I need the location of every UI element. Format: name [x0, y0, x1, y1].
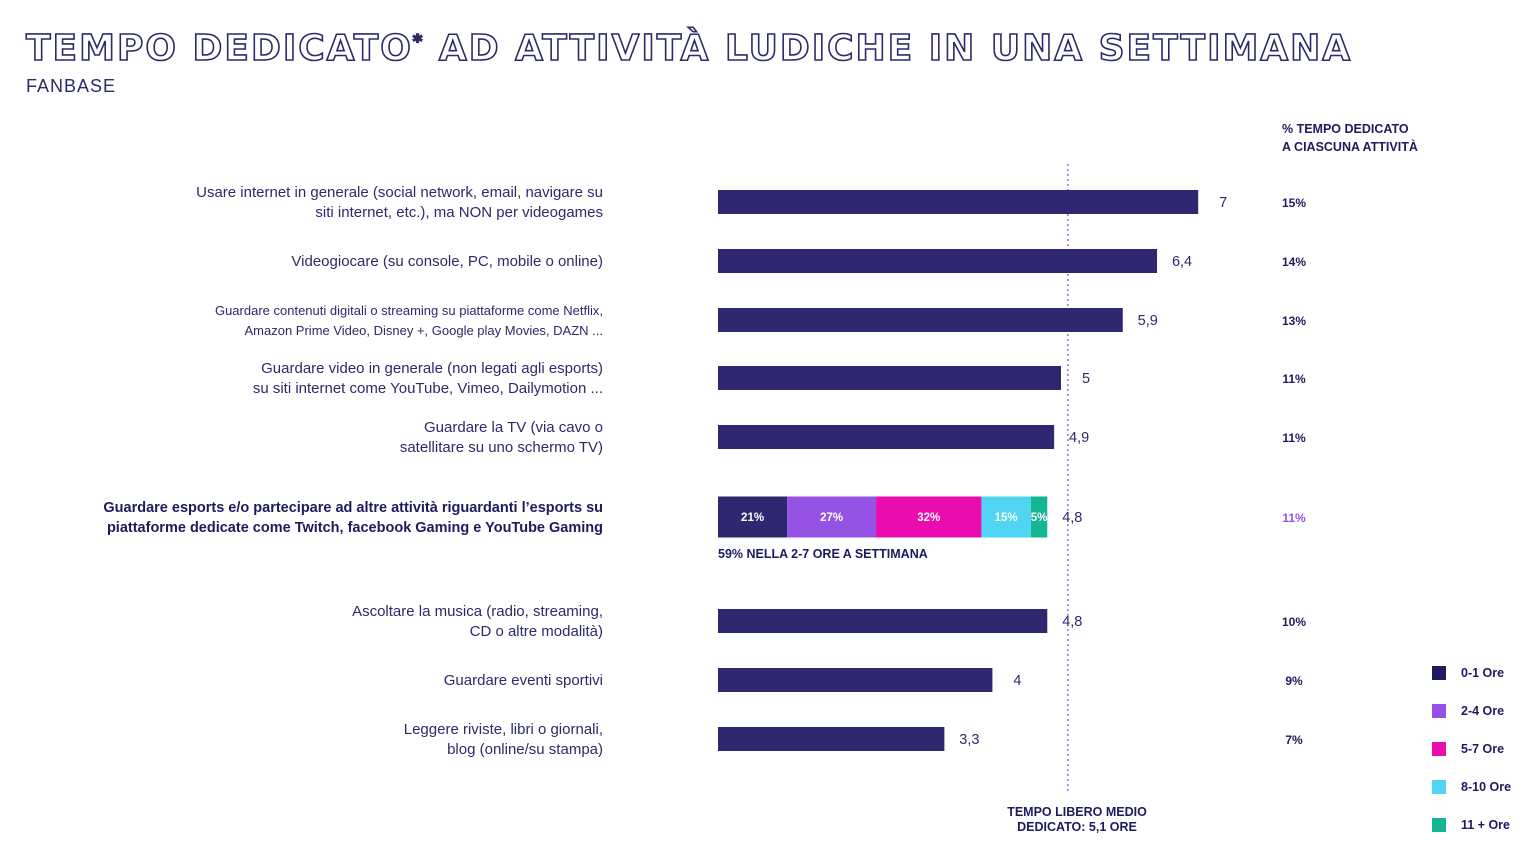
- bar-value-label: 6,4: [1172, 254, 1192, 270]
- share-label: 7%: [1285, 733, 1303, 747]
- share-label: 14%: [1282, 255, 1306, 269]
- legend-swatch: [1432, 704, 1446, 718]
- category-label: Guardare la TV (via cavo o satellitare su…: [400, 419, 603, 456]
- category-label: Guardare video in generale (non legati a…: [253, 360, 603, 397]
- segment-label: 15%: [995, 512, 1018, 524]
- segment-label: 5%: [1031, 512, 1048, 524]
- share-label: 10%: [1282, 615, 1306, 629]
- stacked-segment: [1030, 496, 1048, 538]
- segment-label: 21%: [741, 512, 764, 524]
- bar: [718, 609, 1048, 633]
- category-label: Videogiocare (su console, PC, mobile o o…: [291, 253, 603, 270]
- segment-label: 32%: [917, 512, 940, 524]
- bar: [718, 727, 945, 751]
- legend-item: 5-7 Ore: [1432, 742, 1504, 756]
- bar-value-label: 3,3: [959, 732, 979, 748]
- share-label: 9%: [1285, 674, 1303, 688]
- category-label: Guardare contenuti digitali o streaming …: [215, 303, 603, 338]
- legend-label: 5-7 Ore: [1461, 742, 1505, 756]
- bar-value-label: 4: [1013, 673, 1021, 689]
- legend-swatch: [1432, 742, 1446, 756]
- esports-breakdown-note: 59% NELLA 2-7 ORE A SETTIMANA: [718, 547, 928, 561]
- share-label: 11%: [1282, 511, 1306, 525]
- average-line-label: TEMPO LIBERO MEDIO DEDICATO: 5,1 ORE: [1007, 805, 1147, 834]
- stacked-segment: [787, 496, 877, 538]
- legend-item: 11 + Ore: [1432, 818, 1510, 832]
- stacked-segment: [876, 496, 982, 538]
- legend-item: 0-1 Ore: [1432, 666, 1504, 680]
- legend-item: 8-10 Ore: [1432, 780, 1511, 794]
- legend-label: 2-4 Ore: [1461, 704, 1505, 718]
- chart-title-asterisk: *: [412, 30, 425, 53]
- bar: [718, 190, 1199, 214]
- bar: [718, 308, 1123, 332]
- chart-title-rest: AD ATTIVITÀ LUDICHE IN UNA SETTIMANA: [424, 27, 1353, 70]
- share-label: 13%: [1282, 314, 1306, 328]
- category-label: Guardare esports e/o partecipare ad altr…: [103, 500, 603, 536]
- bar: [718, 366, 1061, 390]
- category-label: Guardare eventi sportivi: [444, 672, 603, 689]
- legend-swatch: [1432, 818, 1446, 832]
- chart-title: TEMPO DEDICATO* AD ATTIVITÀ LUDICHE IN U…: [25, 27, 1353, 70]
- bar-value-label: 5,9: [1138, 313, 1158, 329]
- bar: [718, 668, 993, 692]
- category-label: Ascoltare la musica (radio, streaming, CD…: [352, 603, 603, 640]
- legend-label: 8-10 Ore: [1461, 780, 1512, 794]
- legend-item: 2-4 Ore: [1432, 704, 1504, 718]
- bar-value-label: 4,9: [1069, 430, 1089, 446]
- segment-label: 27%: [820, 512, 843, 524]
- bar-value-label: 4,8: [1062, 510, 1082, 526]
- chart-title-main: TEMPO DEDICATO: [25, 27, 413, 70]
- share-label: 11%: [1282, 372, 1306, 386]
- bar-value-label: 4,8: [1062, 614, 1082, 630]
- stacked-segment: [718, 496, 788, 538]
- legend-swatch: [1432, 780, 1446, 794]
- bar: [718, 425, 1055, 449]
- legend-label: 0-1 Ore: [1461, 666, 1505, 680]
- category-label: Usare internet in generale (social netwo…: [196, 184, 603, 221]
- stacked-segment: [981, 496, 1031, 538]
- bar-value-label: 7: [1219, 195, 1227, 211]
- legend-label: 11 + Ore: [1461, 818, 1510, 832]
- category-label: Leggere riviste, libri o giornali, blog (…: [404, 721, 603, 758]
- share-label: 11%: [1282, 431, 1306, 445]
- bar: [718, 249, 1158, 273]
- chart-subtitle: FANBASE: [26, 76, 117, 96]
- legend-swatch: [1432, 666, 1446, 680]
- share-label: 15%: [1282, 196, 1306, 210]
- pct-column-title: % TEMPO DEDICATO A CIASCUNA ATTIVITÀ: [1282, 122, 1418, 154]
- bar-value-label: 5: [1082, 371, 1090, 387]
